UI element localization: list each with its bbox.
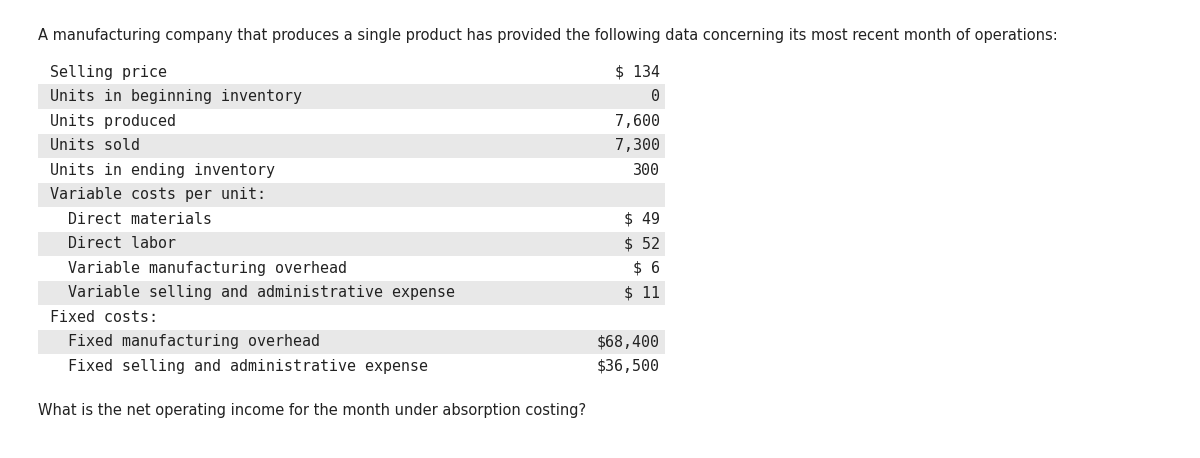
Bar: [38, 305, 665, 329]
Bar: [38, 133, 665, 158]
Text: $ 134: $ 134: [616, 65, 660, 80]
Bar: [38, 182, 665, 207]
Bar: [38, 158, 665, 182]
Text: Variable costs per unit:: Variable costs per unit:: [50, 187, 266, 202]
Bar: [38, 256, 665, 280]
Bar: [38, 280, 665, 305]
Bar: [38, 207, 665, 231]
Bar: [38, 60, 665, 84]
Text: $ 6: $ 6: [634, 261, 660, 276]
Text: Fixed manufacturing overhead: Fixed manufacturing overhead: [50, 334, 320, 349]
Bar: [38, 84, 665, 109]
Text: A manufacturing company that produces a single product has provided the followin: A manufacturing company that produces a …: [38, 28, 1057, 43]
Bar: [38, 329, 665, 354]
Text: What is the net operating income for the month under absorption costing?: What is the net operating income for the…: [38, 403, 586, 419]
Text: $ 11: $ 11: [624, 285, 660, 300]
Text: 7,600: 7,600: [616, 114, 660, 129]
Text: 0: 0: [650, 89, 660, 104]
Text: Units in beginning inventory: Units in beginning inventory: [50, 89, 302, 104]
Text: Direct labor: Direct labor: [50, 236, 176, 251]
Text: Units in ending inventory: Units in ending inventory: [50, 163, 275, 178]
Text: $ 52: $ 52: [624, 236, 660, 251]
Bar: [38, 109, 665, 133]
Text: Fixed costs:: Fixed costs:: [50, 310, 158, 325]
Text: Units sold: Units sold: [50, 138, 140, 153]
Text: $ 49: $ 49: [624, 212, 660, 227]
Text: 300: 300: [634, 163, 660, 178]
Text: Direct materials: Direct materials: [50, 212, 212, 227]
Text: Units produced: Units produced: [50, 114, 176, 129]
Text: Variable selling and administrative expense: Variable selling and administrative expe…: [50, 285, 455, 300]
Text: Fixed selling and administrative expense: Fixed selling and administrative expense: [50, 359, 428, 374]
Text: 7,300: 7,300: [616, 138, 660, 153]
Text: Variable manufacturing overhead: Variable manufacturing overhead: [50, 261, 347, 276]
Bar: [38, 354, 665, 378]
Text: $68,400: $68,400: [598, 334, 660, 349]
Text: $36,500: $36,500: [598, 359, 660, 374]
Bar: [38, 231, 665, 256]
Text: Selling price: Selling price: [50, 65, 167, 80]
